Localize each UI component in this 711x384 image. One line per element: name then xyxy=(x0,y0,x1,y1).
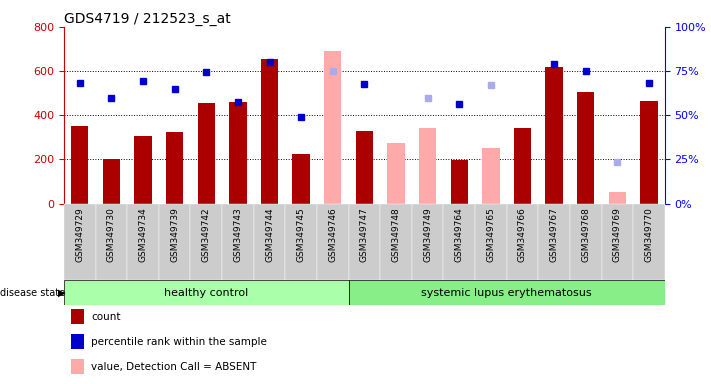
Bar xyxy=(95,204,127,280)
Text: GSM349767: GSM349767 xyxy=(550,207,559,262)
Bar xyxy=(451,161,468,204)
Text: GSM349746: GSM349746 xyxy=(328,207,337,262)
Text: healthy control: healthy control xyxy=(164,288,248,298)
Bar xyxy=(64,204,95,280)
Bar xyxy=(254,204,285,280)
Bar xyxy=(166,132,183,204)
Bar xyxy=(419,128,437,204)
Bar xyxy=(134,136,151,204)
Bar xyxy=(634,204,665,280)
Bar xyxy=(412,204,444,280)
Bar xyxy=(285,204,317,280)
Bar xyxy=(380,204,412,280)
Bar xyxy=(514,128,531,204)
Bar xyxy=(387,143,405,204)
Text: GSM349768: GSM349768 xyxy=(581,207,590,262)
Bar xyxy=(475,204,507,280)
Text: GSM349747: GSM349747 xyxy=(360,207,369,262)
Bar xyxy=(191,204,222,280)
Bar xyxy=(229,102,247,204)
Bar xyxy=(198,103,215,204)
Bar xyxy=(102,159,120,204)
Bar xyxy=(71,126,88,204)
Bar xyxy=(324,51,341,204)
Text: GSM349765: GSM349765 xyxy=(486,207,496,262)
Text: GSM349764: GSM349764 xyxy=(455,207,464,262)
Bar xyxy=(570,204,602,280)
Text: GSM349770: GSM349770 xyxy=(644,207,653,262)
Text: GSM349742: GSM349742 xyxy=(202,207,210,262)
Bar xyxy=(356,131,373,204)
Bar xyxy=(222,204,254,280)
Bar xyxy=(317,204,348,280)
Text: GSM349743: GSM349743 xyxy=(233,207,242,262)
Text: GSM349745: GSM349745 xyxy=(296,207,306,262)
Bar xyxy=(609,192,626,204)
Bar xyxy=(545,67,563,204)
Text: percentile rank within the sample: percentile rank within the sample xyxy=(91,337,267,347)
Text: value, Detection Call = ABSENT: value, Detection Call = ABSENT xyxy=(91,362,257,372)
Bar xyxy=(641,101,658,204)
Bar xyxy=(127,204,159,280)
Text: GSM349748: GSM349748 xyxy=(392,207,400,262)
Bar xyxy=(602,204,634,280)
Bar xyxy=(348,280,665,305)
Bar xyxy=(348,204,380,280)
Bar xyxy=(64,280,348,305)
Bar xyxy=(507,204,538,280)
Text: GSM349729: GSM349729 xyxy=(75,207,85,262)
Text: GSM349749: GSM349749 xyxy=(423,207,432,262)
Text: GSM349766: GSM349766 xyxy=(518,207,527,262)
Text: GSM349744: GSM349744 xyxy=(265,207,274,262)
Bar xyxy=(577,92,594,204)
Bar xyxy=(482,148,500,204)
Text: GSM349769: GSM349769 xyxy=(613,207,622,262)
Text: GSM349734: GSM349734 xyxy=(139,207,148,262)
Text: GSM349730: GSM349730 xyxy=(107,207,116,262)
Bar xyxy=(444,204,475,280)
Bar xyxy=(292,154,310,204)
Text: GDS4719 / 212523_s_at: GDS4719 / 212523_s_at xyxy=(64,12,231,26)
Bar xyxy=(261,59,278,204)
Text: count: count xyxy=(91,312,120,322)
Text: systemic lupus erythematosus: systemic lupus erythematosus xyxy=(422,288,592,298)
Text: GSM349739: GSM349739 xyxy=(170,207,179,262)
Bar xyxy=(159,204,191,280)
Text: ▶: ▶ xyxy=(58,288,66,298)
Bar xyxy=(538,204,570,280)
Text: disease state: disease state xyxy=(0,288,65,298)
